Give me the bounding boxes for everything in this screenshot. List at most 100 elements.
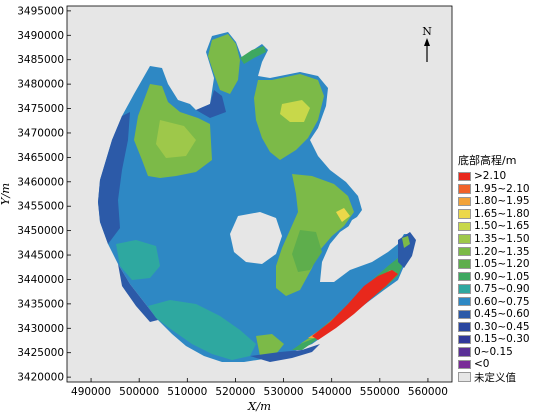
north-arrow-icon xyxy=(424,38,430,62)
y-tick-label: 3490000 xyxy=(17,30,64,42)
x-tick-label: 510000 xyxy=(167,386,207,398)
north-lobe-tip xyxy=(240,46,266,64)
y-tick-label: 3460000 xyxy=(17,176,64,188)
y-tick-label: 3435000 xyxy=(17,298,64,310)
legend-swatch xyxy=(458,196,471,207)
legend-item: 1.95~2.10 xyxy=(458,183,530,196)
y-tick-label: 3480000 xyxy=(17,79,64,91)
legend-title: 底部高程/m xyxy=(458,154,517,167)
legend-item: 1.35~1.50 xyxy=(458,233,530,246)
legend-label: <0 xyxy=(474,358,490,371)
x-tick-label: 560000 xyxy=(408,386,448,398)
legend-swatch xyxy=(458,322,471,332)
southeast-shoal-peak xyxy=(312,270,398,340)
x-tick-label: 540000 xyxy=(312,386,352,398)
north-label: N xyxy=(422,25,432,38)
north-arrow: N xyxy=(419,25,435,65)
west-teal-zone xyxy=(116,240,160,280)
y-tick-label: 3495000 xyxy=(17,5,64,17)
legend-swatch xyxy=(458,359,471,370)
y-tick-label: 3420000 xyxy=(17,372,64,384)
north-lobe xyxy=(208,34,240,94)
south-green-patch xyxy=(256,334,284,356)
east-inner-bay-dark xyxy=(292,230,322,272)
y-tick-label: 3475000 xyxy=(17,103,64,115)
x-tick-label: 500000 xyxy=(119,386,159,398)
legend-item: 未定义值 xyxy=(458,371,530,384)
legend-label: 未定义值 xyxy=(474,371,516,384)
legend-swatch xyxy=(458,246,471,257)
y-tick-label: 3465000 xyxy=(17,152,64,164)
south-teal-zone xyxy=(148,300,256,360)
legend-label: 0~0.15 xyxy=(474,345,513,358)
east-shoal-yellow xyxy=(336,208,350,222)
legend-label: >2.10 xyxy=(474,170,507,183)
northwest-bay-deep xyxy=(196,90,226,118)
legend-item: 0~0.15 xyxy=(458,346,530,359)
legend-label: 1.80~1.95 xyxy=(474,195,530,208)
legend-swatch xyxy=(458,221,471,232)
x-tick-label: 490000 xyxy=(71,386,111,398)
legend-rows: >2.10 1.95~2.10 1.80~1.95 1.65~1.80 1.50~1.6… xyxy=(458,170,530,384)
legend-item: 0.60~0.75 xyxy=(458,295,530,308)
legend-swatch xyxy=(458,296,471,307)
legend-swatch xyxy=(458,334,471,345)
legend-swatch xyxy=(458,234,471,244)
y-tick-label: 3445000 xyxy=(17,250,64,262)
east-coast-spots xyxy=(402,236,410,248)
x-tick-label: 550000 xyxy=(360,386,400,398)
legend-item: 0.30~0.45 xyxy=(458,321,530,334)
legend-item: 0.15~0.30 xyxy=(458,333,530,346)
x-tick-label: 520000 xyxy=(215,386,255,398)
y-tick-label: 3440000 xyxy=(17,274,64,286)
southwest-edge xyxy=(118,264,158,322)
legend-swatch xyxy=(458,171,471,182)
legend-swatch xyxy=(458,309,471,320)
legend-swatch xyxy=(458,271,471,282)
south-deep-band xyxy=(250,344,320,362)
legend-label: 0.30~0.45 xyxy=(474,320,530,333)
legend-item: 0.45~0.60 xyxy=(458,308,530,321)
y-tick-label: 3485000 xyxy=(17,54,64,66)
legend-label: 1.20~1.35 xyxy=(474,245,530,258)
legend-label: 0.75~0.90 xyxy=(474,283,530,296)
legend-item: 1.50~1.65 xyxy=(458,220,530,233)
east-coast-strip xyxy=(398,232,416,268)
y-tick-label: 3470000 xyxy=(17,127,64,139)
legend-item: 1.80~1.95 xyxy=(458,195,530,208)
y-axis-label: Y/m xyxy=(0,183,12,205)
legend-label: 1.50~1.65 xyxy=(474,220,530,233)
northwest-bay-inner xyxy=(156,120,196,158)
legend-swatch xyxy=(458,209,471,219)
legend-label: 0.15~0.30 xyxy=(474,333,530,346)
northeast-bay-light xyxy=(280,100,310,122)
legend-label: 0.90~1.05 xyxy=(474,270,530,283)
legend-swatch xyxy=(458,184,471,194)
legend-label: 1.35~1.50 xyxy=(474,233,530,245)
legend-item: <0 xyxy=(458,358,530,371)
y-tick-label: 3450000 xyxy=(17,225,64,237)
x-axis-label: X/m xyxy=(247,399,271,413)
y-tick-label: 3425000 xyxy=(17,347,64,359)
legend-swatch xyxy=(458,372,471,382)
legend-item: 0.90~1.05 xyxy=(458,270,530,283)
legend-item: 1.20~1.35 xyxy=(458,245,530,258)
legend-label: 1.65~1.80 xyxy=(474,207,530,220)
legend: 底部高程/m >2.10 1.95~2.10 1.80~1.95 1.65~1.80 1… xyxy=(458,152,530,384)
legend-label: 0.60~0.75 xyxy=(474,295,530,308)
legend-item: 1.05~1.20 xyxy=(458,258,530,271)
legend-label: 1.05~1.20 xyxy=(474,258,530,271)
legend-item: >2.10 xyxy=(458,170,530,183)
x-tick-label: 530000 xyxy=(264,386,304,398)
legend-item: 1.65~1.80 xyxy=(458,208,530,221)
west-edge-shallow xyxy=(98,112,130,244)
legend-item: 0.75~0.90 xyxy=(458,283,530,296)
legend-label: 0.45~0.60 xyxy=(474,308,530,321)
legend-swatch xyxy=(458,284,471,294)
legend-swatch xyxy=(458,347,471,357)
central-island xyxy=(230,212,282,264)
legend-label: 1.95~2.10 xyxy=(474,182,530,195)
east-gap xyxy=(340,214,368,252)
